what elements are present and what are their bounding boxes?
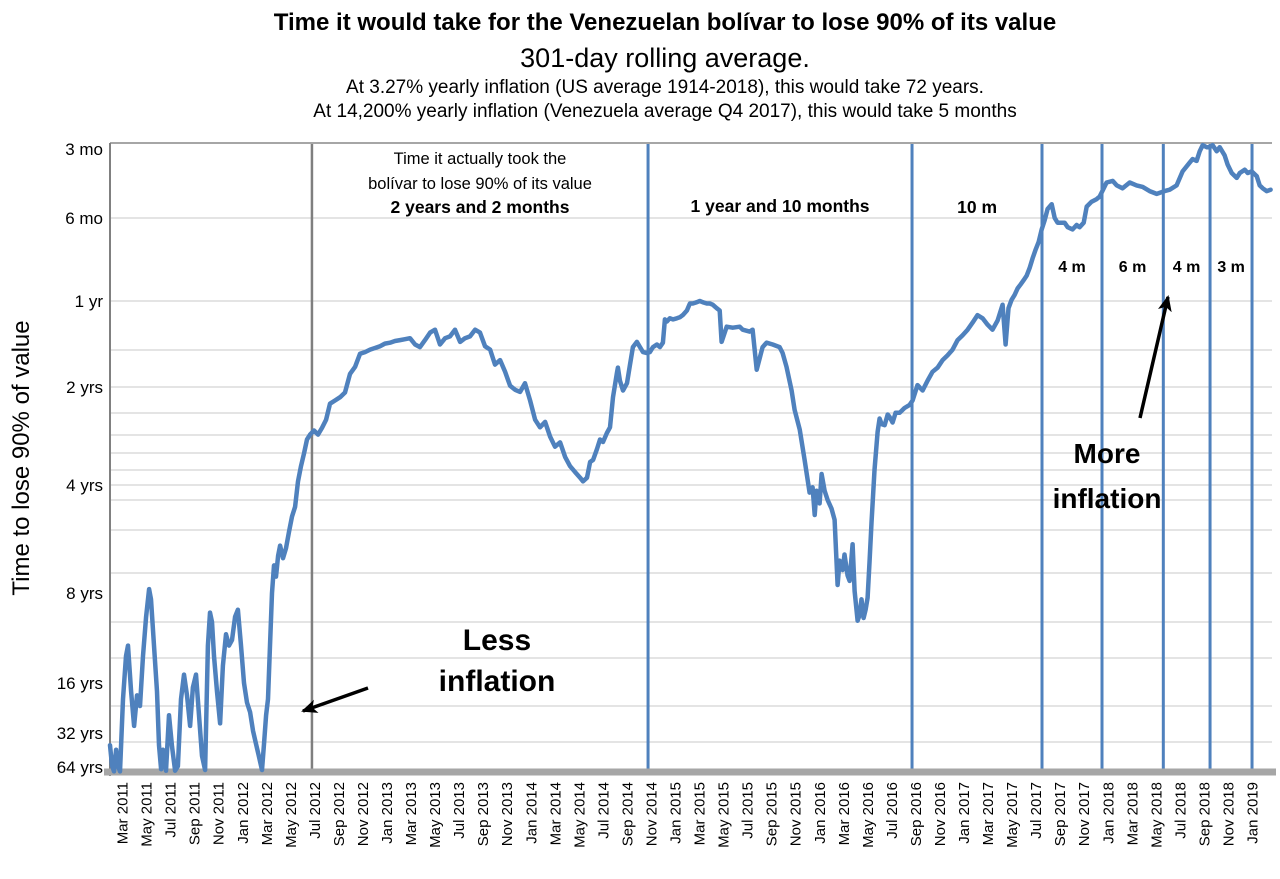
annotation-less-inflation-line1: Less — [462, 624, 532, 657]
x-tick-label: Jan 2019 — [1245, 782, 1262, 844]
event-lines-group — [310, 143, 1254, 769]
period-duration-text: 3 m — [1217, 259, 1245, 276]
period-duration-text: 4 m — [1172, 259, 1201, 276]
x-tick-label: Sep 2018 — [1196, 782, 1213, 846]
period-label: 10 m — [957, 197, 997, 217]
period-note-line: Time it actually took the — [393, 150, 567, 168]
x-tick-label: Nov 2017 — [1076, 782, 1093, 846]
x-tick-label: Sep 2012 — [331, 782, 348, 846]
period-label: 4 m — [1173, 258, 1201, 278]
x-tick-label: Jul 2011 — [163, 782, 180, 838]
x-tick-label: Mar 2013 — [403, 782, 420, 845]
y-tick-label: 1 yr — [75, 292, 104, 311]
annotation-less-inflation: Less inflation — [439, 620, 556, 702]
x-tick-label: Nov 2016 — [932, 782, 949, 846]
x-tick-label: Jan 2012 — [235, 782, 252, 844]
y-tick-label: 32 yrs — [57, 724, 103, 743]
x-tick-label: Mar 2018 — [1124, 782, 1141, 845]
context-line-venezuela-inflation: At 14,200% yearly inflation (Venezuela a… — [313, 101, 1017, 122]
period-duration-text: 10 m — [957, 197, 998, 217]
x-tick-label: Sep 2015 — [764, 782, 781, 846]
period-label: 1 year and 10 months — [691, 196, 870, 216]
annotation-more-inflation-line1: More — [1073, 438, 1141, 469]
x-tick-label: Jan 2014 — [523, 782, 540, 844]
x-tick-label: Nov 2011 — [211, 782, 228, 845]
x-tick-label: Jan 2017 — [956, 782, 973, 844]
y-tick-label: 6 mo — [65, 209, 103, 228]
context-line-us-inflation: At 3.27% yearly inflation (US average 19… — [346, 77, 984, 98]
annotation-less-inflation-line2: inflation — [438, 665, 556, 698]
gridlines-group — [110, 217, 1272, 743]
x-tick-label: Mar 2016 — [836, 782, 853, 845]
period-label: 6 m — [1119, 258, 1147, 278]
x-tick-label: Jul 2015 — [740, 782, 757, 839]
x-tick-label: Mar 2011 — [115, 782, 132, 844]
x-tick-label: Nov 2018 — [1220, 782, 1237, 846]
x-tick-label: Sep 2013 — [475, 782, 492, 846]
x-tick-label: Mar 2017 — [980, 782, 997, 845]
x-tick-label: Jan 2013 — [379, 782, 396, 844]
x-tick-label: May 2014 — [571, 782, 588, 848]
x-tick-label: May 2012 — [283, 782, 300, 848]
period-duration-text: 4 m — [1058, 259, 1086, 276]
x-tick-label: May 2016 — [860, 782, 877, 848]
period-label: 3 m — [1217, 258, 1245, 278]
period-duration-text: 2 years and 2 months — [390, 197, 570, 217]
less-inflation-arrow — [301, 686, 369, 713]
y-tick-label: 3 mo — [65, 140, 103, 159]
y-tick-label: 64 yrs — [57, 758, 103, 777]
x-tick-label: Nov 2015 — [788, 782, 805, 846]
x-tick-label: Nov 2014 — [643, 782, 660, 846]
x-tick-label: Nov 2012 — [355, 782, 372, 846]
x-tick-label: Jan 2018 — [1100, 782, 1117, 844]
data-series-line — [107, 142, 1273, 774]
x-tick-label: Jan 2015 — [668, 782, 685, 844]
x-tick-label: Jul 2016 — [884, 782, 901, 839]
y-tick-label: 16 yrs — [57, 674, 103, 693]
x-tick-label: Mar 2015 — [692, 782, 709, 845]
chart-title: Time it would take for the Venezuelan bo… — [273, 9, 1057, 36]
x-tick-label: May 2015 — [716, 782, 733, 848]
y-tick-label: 8 yrs — [66, 584, 103, 603]
tick-labels-group: 3 mo 6 mo 1 yr 2 yrs 4 yrs 8 yrs 16 yrs 32 yrs 6… — [57, 140, 1262, 848]
x-tick-label: Sep 2011 — [187, 782, 204, 845]
period-duration-text: 6 m — [1118, 259, 1147, 276]
x-tick-label: May 2011 — [139, 782, 156, 847]
x-tick-label: Sep 2017 — [1052, 782, 1069, 846]
x-tick-label: Jul 2014 — [595, 782, 612, 839]
annotation-more-inflation: More inflation — [1053, 431, 1162, 521]
annotation-more-inflation-line2: inflation — [1052, 483, 1162, 514]
x-tick-label: Jul 2018 — [1172, 782, 1189, 839]
x-tick-label: Jul 2017 — [1028, 782, 1045, 839]
series-group — [107, 142, 1273, 774]
x-tick-label: Jul 2013 — [451, 782, 468, 839]
x-axis-line — [104, 768, 1276, 776]
x-tick-label: May 2018 — [1148, 782, 1165, 848]
x-tick-label: May 2013 — [427, 782, 444, 848]
period-label: Time it actually took the bolívar to lose… — [368, 147, 592, 217]
x-tick-label: Nov 2013 — [499, 782, 516, 846]
more-inflation-arrow — [1138, 295, 1172, 419]
y-tick-label: 4 yrs — [66, 476, 103, 495]
chart-title-block: Time it would take for the Venezuelan bo… — [50, 8, 1280, 124]
x-tick-label: Jul 2012 — [307, 782, 324, 839]
annotation-arrows-group — [301, 295, 1172, 713]
y-tick-label: 2 yrs — [66, 378, 103, 397]
x-tick-label: Sep 2014 — [619, 782, 636, 846]
period-note-line: bolívar to lose 90% of its value — [368, 175, 592, 193]
x-tick-label: May 2017 — [1004, 782, 1021, 848]
x-tick-label: Sep 2016 — [908, 782, 925, 846]
x-tick-label: Mar 2012 — [259, 782, 276, 845]
axes-group — [104, 142, 1276, 776]
period-duration-text: 1 year and 10 months — [690, 196, 870, 216]
x-tick-label: Mar 2014 — [547, 782, 564, 845]
x-tick-label: Jan 2016 — [812, 782, 829, 844]
chart-subtitle: 301-day rolling average. — [520, 43, 810, 73]
period-label: 4 m — [1058, 258, 1086, 278]
